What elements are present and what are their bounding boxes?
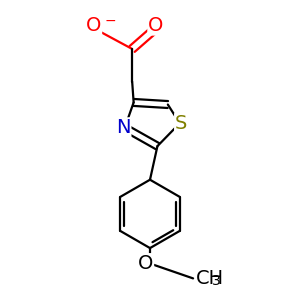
Text: S: S [175,114,188,133]
Text: N: N [116,118,130,137]
Text: 3: 3 [212,274,221,288]
Text: O: O [86,16,101,35]
Text: O: O [148,16,164,35]
Text: −: − [104,14,116,28]
Text: O: O [138,254,153,273]
Text: CH: CH [196,269,224,288]
